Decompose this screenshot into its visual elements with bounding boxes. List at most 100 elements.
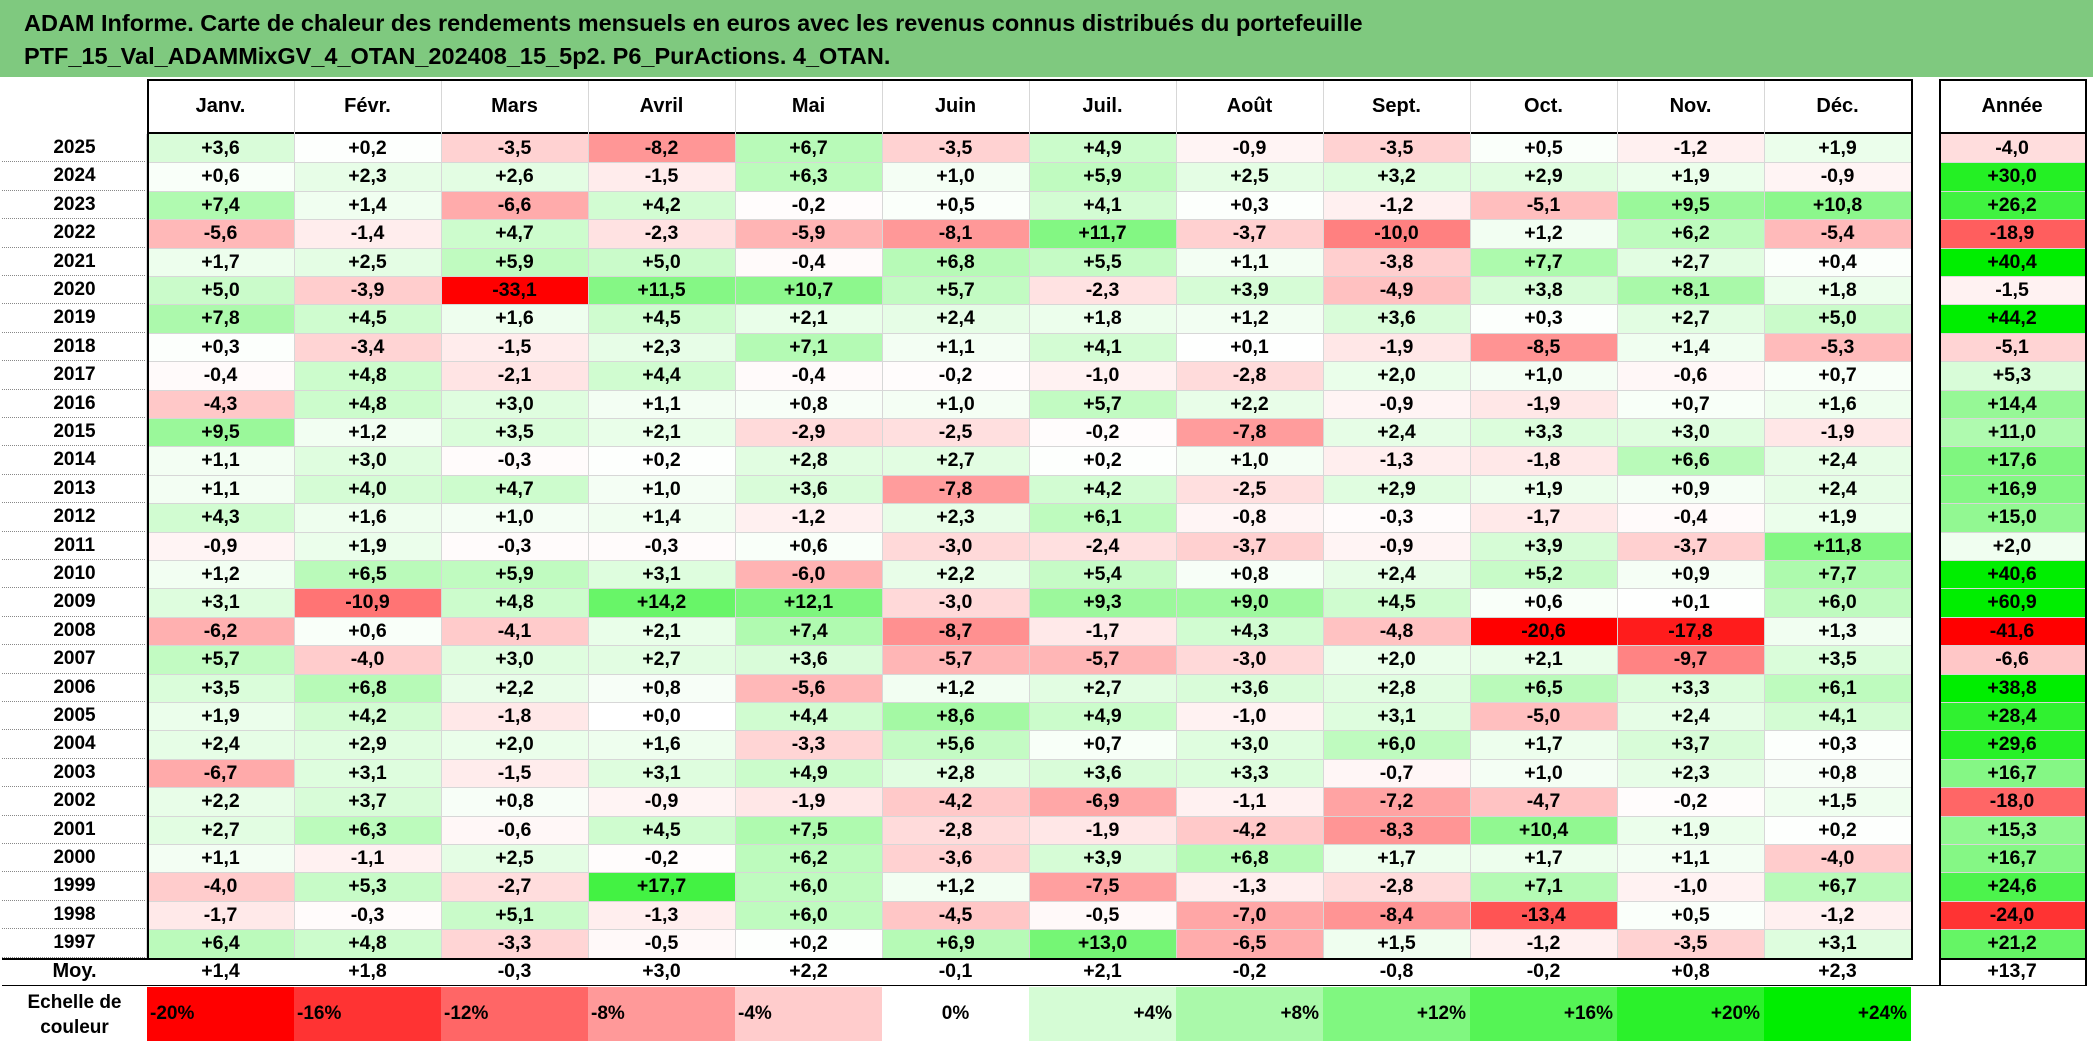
heatmap-cell: +0,3 [1176,190,1323,220]
average-cell: -0,8 [1323,957,1470,985]
heatmap-cell: -1,0 [1029,361,1176,390]
row-separator [1939,332,2085,334]
row-separator [147,446,1911,448]
average-cell: +1,4 [147,957,294,985]
heatmap-cell: +2,1 [588,616,735,646]
row-separator [147,673,1911,675]
heatmap-cell: -6,5 [1176,929,1323,958]
heatmap-cell: +1,7 [1470,730,1617,759]
year-column-border [146,134,147,958]
annual-cell: +15,0 [1939,503,2085,532]
row-separator [1939,276,2085,277]
heatmap-cell: +5,7 [147,645,294,674]
heatmap-cell: +1,9 [1764,134,1911,163]
heatmap-cell: +2,7 [1617,247,1764,276]
heatmap-cell: -8,3 [1323,815,1470,844]
heatmap-cell: +3,3 [1617,673,1764,702]
heatmap-cell: +10,8 [1764,190,1911,220]
heatmap-cell: +8,1 [1617,276,1764,305]
heatmap-cell: -3,5 [441,134,588,163]
annual-cell: -18,9 [1939,219,2085,248]
heatmap-cell: +3,1 [588,758,735,788]
heatmap-cell: +0,7 [1617,389,1764,418]
heatmap-cell: +4,9 [1029,702,1176,731]
annual-cell: +2,0 [1939,531,2085,560]
heatmap-cell: -1,3 [1176,872,1323,901]
heatmap-cell: -7,8 [882,474,1029,504]
heatmap-cell: +1,0 [441,503,588,532]
heatmap-cell: +3,0 [1176,730,1323,759]
heatmap-cell: -0,3 [441,446,588,475]
heatmap-cell: +0,9 [1617,474,1764,504]
annual-cell: +28,4 [1939,702,2085,731]
year-label: 2020 [2,276,147,305]
row-separator [147,588,1911,590]
annual-cell: +11,0 [1939,418,2085,447]
row-separator [1939,531,2085,533]
annual-cell: +29,6 [1939,730,2085,759]
average-cell: +2,3 [1764,957,1911,985]
heatmap-cell: +3,0 [294,446,441,475]
heatmap-cell: -3,4 [294,332,441,362]
heatmap-cell: -8,7 [882,616,1029,646]
heatmap-cell: +3,5 [147,673,294,702]
heatmap-cell: +3,6 [1323,304,1470,333]
column-header-3: Mars [441,79,588,134]
row-separator [1939,588,2085,590]
heatmap-cell: -1,3 [588,900,735,930]
heatmap-cell: -3,6 [882,844,1029,873]
heatmap-cell: +2,4 [1323,560,1470,589]
column-header-11: Nov. [1617,79,1764,134]
annual-cell: -41,6 [1939,616,2085,646]
year-label: 2007 [2,645,147,674]
heatmap-cell: +0,1 [1617,588,1764,617]
row-separator [1939,503,2085,505]
heatmap-cell: +4,5 [294,304,441,333]
column-separator [1176,79,1177,958]
faded-corner-text [1951,991,2093,1039]
heatmap-cell: +1,1 [147,844,294,873]
heatmap-cell: +0,2 [588,446,735,475]
row-separator [1939,247,2085,249]
heatmap-cell: +1,0 [882,162,1029,191]
heatmap-cell: +1,1 [882,332,1029,362]
heatmap-cell: +0,6 [147,162,294,191]
heatmap-cell: -0,4 [735,361,882,390]
heatmap-cell: -2,8 [1176,361,1323,390]
average-label: Moy. [2,957,147,985]
heatmap-cell: +3,6 [735,645,882,674]
heatmap-cell: -5,9 [735,219,882,248]
row-separator [147,474,1911,476]
average-cell: +3,0 [588,957,735,985]
heatmap-cell: +4,8 [294,929,441,958]
heatmap-cell: +2,3 [588,332,735,362]
heatmap-cell: -7,8 [1176,418,1323,447]
column-separator [294,79,295,958]
heatmap-cell: -2,8 [1323,872,1470,901]
heatmap-cell: +6,2 [1617,219,1764,248]
heatmap-cell: -10,0 [1323,219,1470,248]
column-separator [735,79,736,958]
title-line-2: PTF_15_Val_ADAMMixGV_4_OTAN_202408_15_5p… [24,43,891,69]
row-separator [1939,673,2085,675]
heatmap-cell: +2,7 [1617,304,1764,333]
average-cell: +1,8 [294,957,441,985]
row-separator [147,900,1911,902]
heatmap-cell: +3,8 [1470,276,1617,305]
year-label: 2019 [2,304,147,333]
year-label: 1998 [2,900,147,930]
average-cell: +2,1 [1029,957,1176,985]
heatmap-cell: +1,9 [147,702,294,731]
column-header-9: Sept. [1323,79,1470,134]
heatmap-cell: -0,2 [1617,787,1764,816]
heatmap-cell: +3,0 [441,645,588,674]
heatmap-cell: -4,8 [1323,616,1470,646]
column-separator [1617,79,1618,958]
heatmap-cell: -4,1 [441,616,588,646]
heatmap-cell: -5,0 [1470,702,1617,731]
heatmap-cell: +2,2 [1176,389,1323,418]
heatmap-cell: -9,7 [1617,645,1764,674]
heatmap-cell: -8,1 [882,219,1029,248]
row-separator [147,332,1911,334]
column-header-4: Avril [588,79,735,134]
